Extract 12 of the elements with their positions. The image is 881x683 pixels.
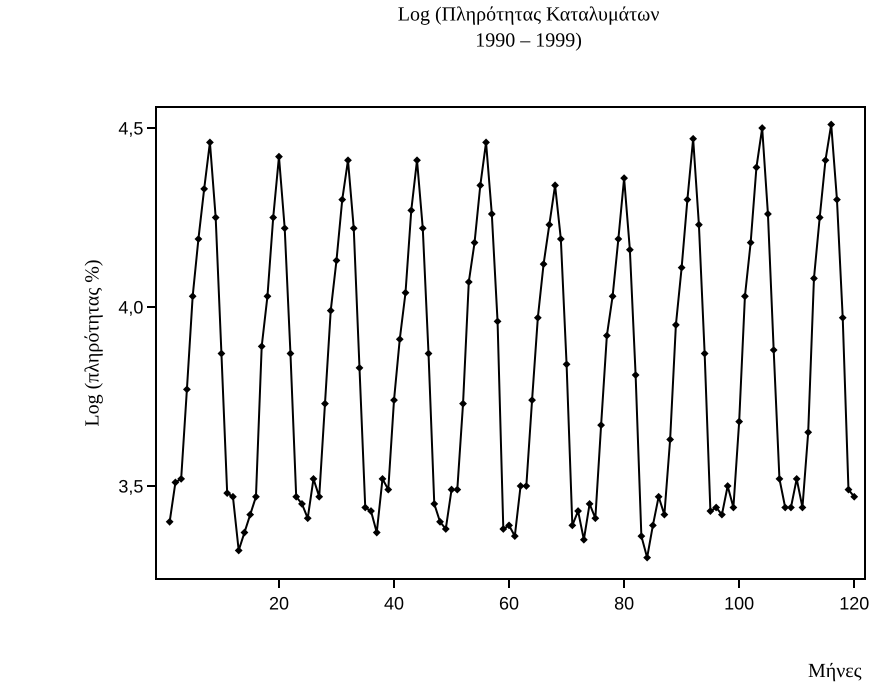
chart-title: Log (Πληρότητας Καταλυμάτων 1990 – 1999) bbox=[398, 3, 660, 52]
x-tick-label: 100 bbox=[724, 594, 754, 614]
x-tick-label: 60 bbox=[499, 594, 520, 614]
x-tick-label: 120 bbox=[839, 594, 870, 614]
x-axis-title: Μήνες bbox=[808, 660, 862, 682]
y-tick-label: 4,0 bbox=[118, 297, 144, 318]
x-tick-label: 80 bbox=[614, 594, 634, 614]
y-tick-label: 3,5 bbox=[118, 476, 144, 496]
y-axis-title: Log (πληρότητας %) bbox=[81, 259, 104, 427]
x-tick-label: 20 bbox=[268, 594, 289, 614]
x-tick-label: 40 bbox=[384, 594, 404, 614]
y-tick-label: 4,5 bbox=[118, 118, 144, 138]
